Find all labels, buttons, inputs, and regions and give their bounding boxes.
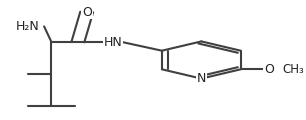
Text: HN: HN [104, 36, 122, 48]
Text: H₂N: H₂N [16, 20, 40, 33]
Text: CH₃: CH₃ [282, 63, 304, 76]
Text: O: O [82, 6, 91, 18]
Text: N: N [197, 72, 206, 85]
Text: O: O [264, 63, 274, 76]
